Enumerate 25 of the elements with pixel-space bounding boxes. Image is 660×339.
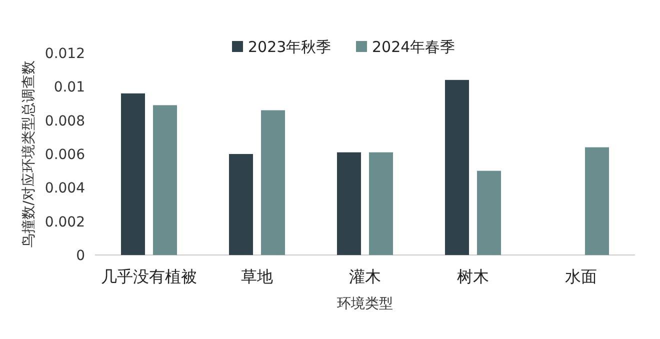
y-tick-label: 0.01 <box>54 80 85 96</box>
y-tick-label: 0.012 <box>44 46 85 62</box>
x-tick-label: 草地 <box>241 267 273 286</box>
y-axis-title: 鸟撞数/对应环境类型总调查数 <box>21 60 37 248</box>
legend-label: 2024年春季 <box>372 38 456 56</box>
x-tick-label: 灌木 <box>349 267 381 286</box>
y-tick-label: 0.002 <box>44 214 85 230</box>
y-tick-label: 0.006 <box>44 147 86 163</box>
legend-label: 2023年秋季 <box>248 38 332 56</box>
bar <box>121 93 145 255</box>
bar <box>445 80 469 255</box>
bar <box>477 170 501 255</box>
x-tick-label: 水面 <box>565 267 597 286</box>
bar <box>369 152 393 255</box>
x-tick-label: 树木 <box>457 267 489 286</box>
y-tick-label: 0.008 <box>44 113 85 130</box>
bar <box>261 110 285 255</box>
bar <box>229 154 253 255</box>
x-tick-label: 几乎没有植被 <box>101 267 197 286</box>
bar <box>153 105 177 255</box>
bar <box>337 152 361 255</box>
x-axis-title: 环境类型 <box>337 296 393 312</box>
y-tick-label: 0.004 <box>44 180 86 197</box>
y-tick-label: 0 <box>76 248 85 264</box>
bar <box>585 147 609 255</box>
